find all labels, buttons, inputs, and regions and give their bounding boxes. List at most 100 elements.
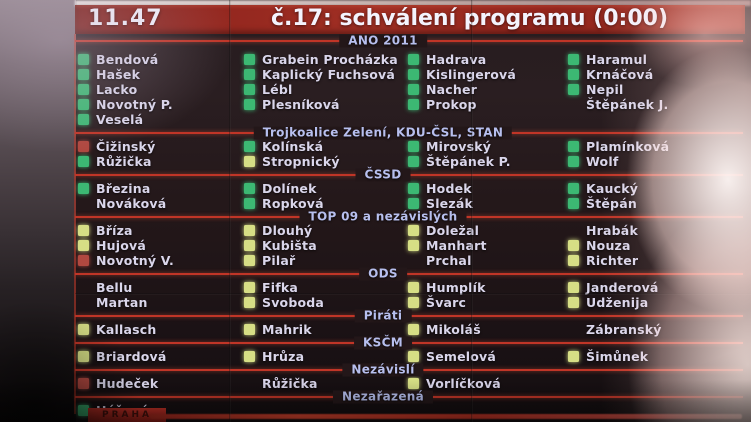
member-row: Hodek: [405, 181, 565, 196]
vote-indicator-red: [78, 378, 89, 389]
member-name: Janderová: [586, 280, 659, 295]
member-name: Stropnický: [262, 154, 340, 169]
member-row: Růžička: [75, 154, 241, 169]
party-label: KSČM: [354, 336, 412, 350]
member-name: Štěpánek P.: [426, 154, 511, 169]
party-members: Bříza Hujová Novotný V. Dlouhý Kubišta Pilař D…: [75, 223, 745, 268]
member-row: Kislingerová: [405, 67, 565, 82]
member-row: Kallasch: [75, 322, 241, 337]
member-row: Haramul: [565, 52, 745, 67]
party-label: TOP 09 a nezávislých: [299, 210, 467, 224]
member-name: Hadrava: [426, 52, 487, 67]
member-column: Čižinský Růžička: [75, 139, 241, 169]
vote-indicator-yellow: [244, 255, 255, 266]
member-name: Briardová: [96, 349, 167, 364]
vote-indicator-yellow: [244, 156, 255, 167]
vote-indicator-yellow: [568, 240, 579, 251]
member-name: Kallasch: [96, 322, 157, 337]
party-members: Čižinský Růžička Kolínská Stropnický Mirovsk…: [75, 139, 745, 169]
member-name: Zábranský: [586, 322, 662, 337]
party-separator: TOP 09 a nezávislých: [75, 210, 745, 224]
member-name: Pilař: [262, 253, 296, 268]
member-row: Udženija: [565, 295, 745, 310]
party-members: Bendová Hašek Lacko Novotný P. Veselá Grabein…: [75, 52, 745, 127]
member-column: Plamínková Wolf: [565, 139, 745, 169]
clock-time: 11.47: [88, 6, 163, 31]
member-name: Humplík: [426, 280, 486, 295]
vote-indicator-green: [568, 141, 579, 152]
member-column: Semelová: [405, 349, 565, 364]
member-row: Dlouhý: [241, 223, 405, 238]
vote-indicator-yellow: [78, 240, 89, 251]
member-row: Štěpánek P.: [405, 154, 565, 169]
member-name: Hudeček: [96, 376, 159, 391]
member-row: Kaucký: [565, 181, 745, 196]
member-column: Haramul Krnáčová Nepil Štěpánek J.: [565, 52, 745, 127]
party-separator: ČSSD: [75, 168, 745, 182]
vote-indicator-green: [78, 183, 89, 194]
vote-indicator-green: [408, 156, 419, 167]
vote-indicator-green: [408, 54, 419, 65]
vote-indicator-yellow: [244, 297, 255, 308]
party-label: ANO 2011: [339, 34, 427, 48]
member-name: Bellu: [96, 280, 133, 295]
member-column: Bříza Hujová Novotný V.: [75, 223, 241, 268]
vote-indicator-green: [244, 69, 255, 80]
vote-indicator-green: [244, 183, 255, 194]
vote-grid: ANO 2011 Bendová Hašek Lacko Novotný P. Vesel…: [75, 34, 745, 418]
vote-indicator-yellow: [244, 351, 255, 362]
member-name: Šimůnek: [586, 349, 649, 364]
vote-indicator-green: [408, 141, 419, 152]
vote-indicator-green: [244, 141, 255, 152]
member-column: Kolínská Stropnický: [241, 139, 405, 169]
vote-indicator-yellow: [78, 324, 89, 335]
vote-indicator-green: [78, 69, 89, 80]
member-column: Humplík Švarc: [405, 280, 565, 310]
member-name: Nováková: [96, 196, 167, 211]
member-name: Bendová: [96, 52, 159, 67]
member-row: Mirovský: [405, 139, 565, 154]
member-column: Bendová Hašek Lacko Novotný P. Veselá: [75, 52, 241, 127]
member-row: Hrabák: [565, 223, 745, 238]
member-name: Kislingerová: [426, 67, 517, 82]
member-row: Briardová: [75, 349, 241, 364]
member-row: Šimůnek: [565, 349, 745, 364]
member-row: Kubišta: [241, 238, 405, 253]
member-row: Mikoláš: [405, 322, 565, 337]
member-row: Dolínek: [241, 181, 405, 196]
vote-indicator-green: [244, 54, 255, 65]
member-column: Kallasch: [75, 322, 241, 337]
display-header-bar: 11.47 č.17: schválení programu (0:00): [75, 5, 745, 34]
party-members: Březina Nováková Dolínek Ropková Hodek Slezák…: [75, 181, 745, 211]
vote-indicator-yellow: [568, 297, 579, 308]
member-row: Nepil: [565, 82, 745, 97]
vote-indicator-yellow: [408, 282, 419, 293]
member-row: Prokop: [405, 97, 565, 112]
member-name: Kaucký: [586, 181, 639, 196]
member-row: Bendová: [75, 52, 241, 67]
member-row: Lacko: [75, 82, 241, 97]
member-row: Štěpánek J.: [565, 97, 745, 112]
party-label: ODS: [359, 267, 407, 281]
member-name: Martan: [96, 295, 148, 310]
vote-indicator-green: [568, 183, 579, 194]
member-row: Plesníková: [241, 97, 405, 112]
member-row: Kaplický Fuchsová: [241, 67, 405, 82]
party-separator: Nezařazená: [75, 390, 745, 404]
member-row: Fifka: [241, 280, 405, 295]
vote-indicator-red: [78, 141, 89, 152]
member-name: Fifka: [262, 280, 299, 295]
member-column: Hrabák Nouza Richter: [565, 223, 745, 268]
member-row: Wolf: [565, 154, 745, 169]
party-label: Trojkoalice Zelení, KDU-ČSL, STAN: [253, 126, 513, 140]
vote-indicator-green: [408, 198, 419, 209]
member-name: Manhart: [426, 238, 487, 253]
party-separator: ODS: [75, 267, 745, 281]
vote-indicator-green: [244, 198, 255, 209]
member-row: Švarc: [405, 295, 565, 310]
member-row: Manhart: [405, 238, 565, 253]
member-name: Vorlíčková: [426, 376, 501, 391]
member-name: Plamínková: [586, 139, 670, 154]
